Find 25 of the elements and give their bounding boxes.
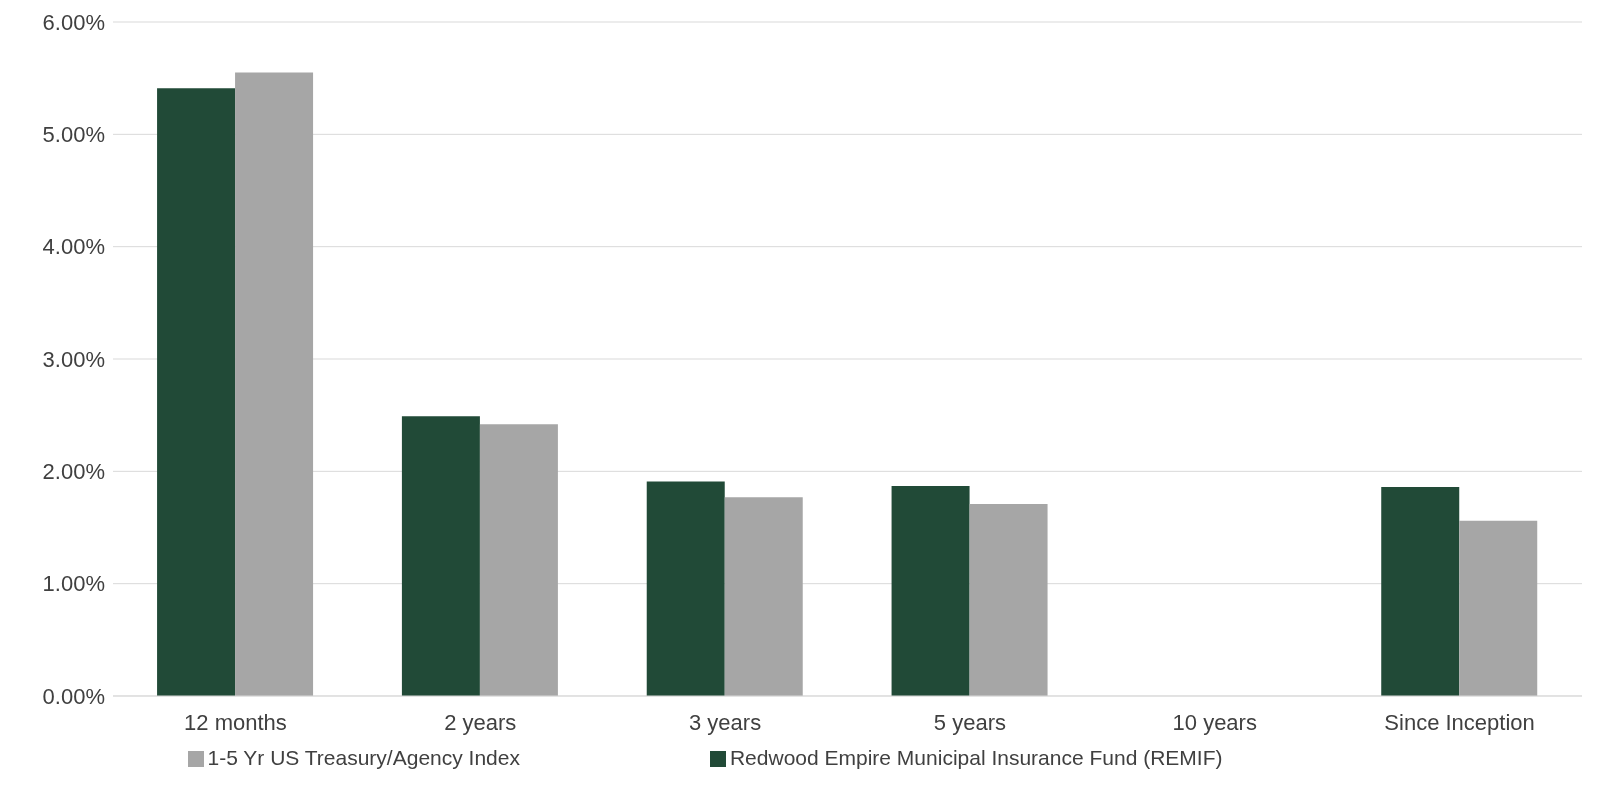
y-tick-label: 2.00% bbox=[42, 459, 105, 485]
x-tick-label: 12 months bbox=[184, 709, 287, 735]
y-tick-label: 5.00% bbox=[42, 122, 105, 148]
x-tick-label: 3 years bbox=[689, 709, 762, 735]
legend-label: 1-5 Yr US Treasury/Agency Index bbox=[207, 746, 520, 769]
x-tick-label: Since Inception bbox=[1384, 709, 1535, 735]
bar bbox=[401, 416, 480, 696]
y-tick-label: 4.00% bbox=[42, 234, 105, 260]
bar bbox=[1459, 520, 1538, 696]
y-tick-label: 0.00% bbox=[42, 683, 105, 709]
legend-label: Redwood Empire Municipal Insurance Fund (REMIF) bbox=[729, 746, 1223, 769]
y-tick-label: 3.00% bbox=[42, 346, 105, 372]
bar bbox=[235, 72, 314, 696]
y-tick-label: 6.00% bbox=[42, 9, 105, 35]
bar bbox=[479, 424, 558, 696]
bar bbox=[724, 497, 803, 696]
x-tick-label: 5 years bbox=[933, 709, 1006, 735]
bar bbox=[646, 481, 725, 696]
x-tick-label: 2 years bbox=[444, 709, 517, 735]
bar bbox=[969, 503, 1048, 696]
bar bbox=[157, 88, 236, 696]
bar bbox=[891, 485, 970, 696]
bar bbox=[1381, 487, 1460, 696]
x-tick-label: 10 years bbox=[1172, 709, 1257, 735]
y-tick-label: 1.00% bbox=[42, 571, 105, 597]
